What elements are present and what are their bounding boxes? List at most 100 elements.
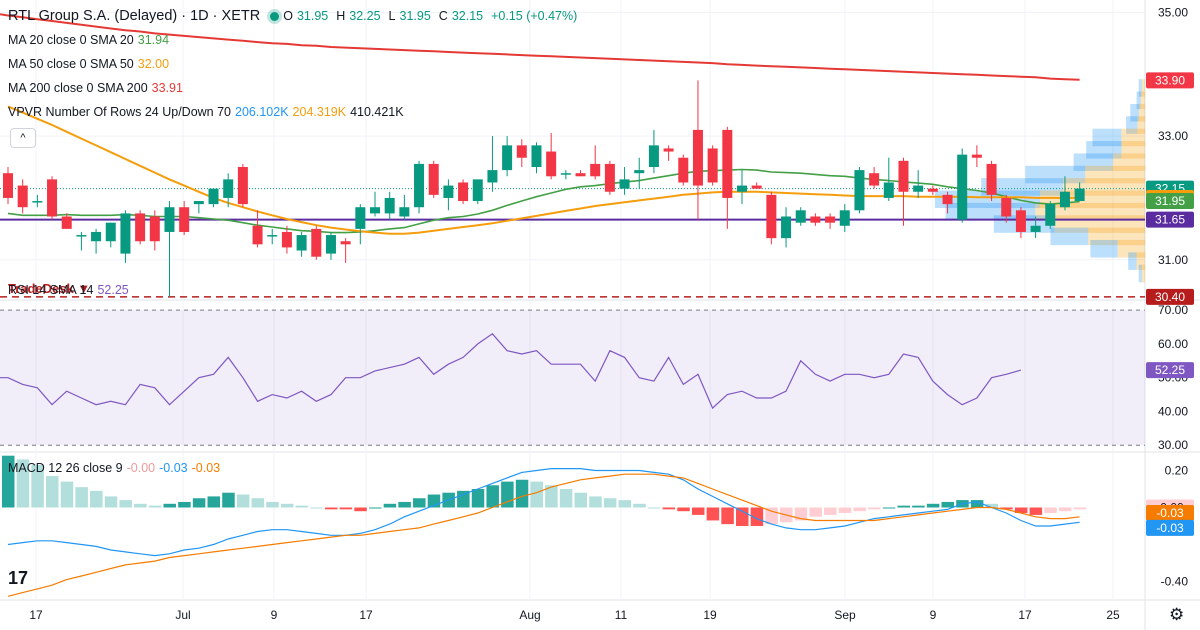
macd-histogram-bar bbox=[75, 487, 88, 508]
legend-ma200[interactable]: MA 200 close 0 SMA 200 33.91 bbox=[8, 80, 187, 96]
rsi-pane bbox=[0, 309, 1145, 446]
candle-body bbox=[560, 173, 571, 175]
x-tick-label: 11 bbox=[615, 608, 628, 622]
vpvr-up-bar bbox=[1025, 165, 1086, 184]
candle-body bbox=[428, 163, 439, 195]
chevron-up-icon[interactable]: ^ bbox=[10, 128, 36, 148]
macd-tick-label: 0.20 bbox=[1165, 464, 1189, 478]
macd-histogram-bar bbox=[559, 489, 573, 508]
candle-body bbox=[340, 241, 351, 245]
legend-ma20[interactable]: MA 20 close 0 SMA 20 31.94 bbox=[8, 32, 173, 48]
macd-histogram-bar bbox=[222, 492, 235, 508]
candle-body bbox=[795, 210, 806, 223]
candle-body bbox=[414, 163, 425, 208]
macd-histogram-bar bbox=[104, 496, 118, 508]
vpvr-up-bar bbox=[1126, 116, 1138, 134]
macd-histogram-bar bbox=[515, 479, 529, 508]
rsi-band-fill bbox=[0, 310, 1145, 446]
macd-histogram-bar bbox=[46, 476, 59, 508]
legend-vpvr[interactable]: VPVR Number Of Rows 24 Up/Down 70 206.102… bbox=[8, 104, 408, 120]
legend-macd[interactable]: MACD 12 26 close 9 -0.00 -0.03 -0.03 bbox=[8, 460, 224, 476]
macd-histogram-bar bbox=[354, 507, 367, 512]
rsi-tick-label: 40.00 bbox=[1158, 404, 1188, 418]
x-tick-label: 19 bbox=[703, 608, 717, 622]
candle-body bbox=[267, 235, 278, 237]
vpvr-down-bar bbox=[1035, 202, 1145, 221]
macd-histogram-bar bbox=[603, 498, 617, 508]
macd-histogram-bar bbox=[897, 505, 910, 508]
macd-histogram-bar bbox=[1058, 507, 1072, 512]
tradedesk-marker[interactable]: TradeDesk ▼ bbox=[8, 281, 91, 296]
macd-histogram-bar bbox=[662, 507, 676, 510]
macd-histogram-bar bbox=[1000, 507, 1013, 510]
vpvr-up-bar bbox=[1138, 79, 1142, 97]
macd-histogram-bar bbox=[633, 503, 646, 508]
vpvr-up-bar bbox=[1050, 227, 1089, 246]
candle-body bbox=[179, 207, 190, 232]
macd-histogram-bar bbox=[236, 494, 250, 508]
x-tick-label: 9 bbox=[930, 608, 937, 622]
tradingview-logo-icon[interactable]: 17 bbox=[8, 568, 29, 588]
macd-histogram-bar bbox=[369, 507, 382, 509]
candle-body bbox=[707, 148, 718, 183]
macd-histogram-bar bbox=[545, 485, 558, 508]
macd-label: MACD 12 26 close 9 bbox=[8, 461, 123, 475]
candle-body bbox=[443, 185, 454, 198]
rsi-badge-label: 52.25 bbox=[1155, 363, 1185, 377]
macd-histogram-bar bbox=[295, 505, 309, 508]
vpvr-up-bar bbox=[1073, 153, 1113, 171]
candle-body bbox=[325, 235, 336, 254]
candle-body bbox=[47, 179, 58, 217]
candle-body bbox=[370, 207, 380, 214]
candle-body bbox=[1015, 210, 1026, 232]
candles bbox=[3, 80, 1085, 297]
candle-body bbox=[223, 179, 234, 198]
vpvr-down-value: 204.319K bbox=[292, 105, 347, 119]
ma-line bbox=[7, 14, 1080, 81]
macd-histogram-bar bbox=[941, 501, 955, 508]
price-tick-label: 35.00 bbox=[1158, 5, 1188, 19]
open-value: 31.95 bbox=[296, 9, 329, 23]
vpvr-down-bar bbox=[1139, 103, 1145, 122]
legend-ma50[interactable]: MA 50 close 0 SMA 50 32.00 bbox=[8, 56, 173, 72]
macd-histogram-bar bbox=[266, 501, 279, 508]
candle-body bbox=[193, 201, 204, 205]
candle-body bbox=[1045, 204, 1056, 226]
x-tick-label: 25 bbox=[1106, 608, 1120, 622]
price-badge-label: 31.95 bbox=[1155, 194, 1185, 208]
macd-histogram-bar bbox=[677, 507, 690, 512]
macd-histogram-bar bbox=[1029, 507, 1043, 515]
rsi-label: RSI 14 SMA 14 bbox=[8, 283, 94, 297]
high-value: 32.25 bbox=[349, 9, 381, 23]
candle-body bbox=[839, 210, 850, 226]
candle-body bbox=[883, 182, 894, 198]
candle-body bbox=[663, 148, 674, 152]
ma-line-lead bbox=[0, 13, 9, 17]
candle-body bbox=[91, 231, 102, 242]
macd-histogram-bar bbox=[838, 507, 852, 514]
candle-body bbox=[164, 207, 175, 232]
ma20-label: MA 20 close 0 SMA 20 bbox=[8, 33, 134, 47]
candle-body bbox=[648, 145, 659, 168]
macd-histogram-bar bbox=[809, 507, 822, 517]
candle-body bbox=[531, 145, 542, 168]
vpvr-down-bar bbox=[1137, 116, 1145, 134]
candle-body bbox=[296, 235, 307, 251]
macd-histogram-bar bbox=[824, 507, 837, 515]
macd-line-value: -0.03 bbox=[159, 461, 188, 475]
candle-body bbox=[472, 179, 483, 202]
gear-icon[interactable]: ⚙ bbox=[1169, 605, 1185, 624]
vpvr-down-bar bbox=[1121, 128, 1145, 147]
ma-line bbox=[7, 105, 1080, 235]
macd-histogram-bar bbox=[207, 496, 221, 508]
macd-histogram-bar bbox=[471, 489, 485, 508]
candle-body bbox=[516, 145, 527, 158]
market-status-dot bbox=[270, 11, 280, 21]
rsi-value: 52.25 bbox=[97, 283, 129, 297]
candle-body bbox=[986, 163, 997, 195]
legend-rsi[interactable]: RSI 14 SMA 14 52.25 bbox=[8, 282, 133, 298]
candle-body bbox=[692, 129, 703, 186]
macd-histogram-bar bbox=[90, 490, 103, 508]
vpvr-down-bar bbox=[1136, 252, 1145, 270]
